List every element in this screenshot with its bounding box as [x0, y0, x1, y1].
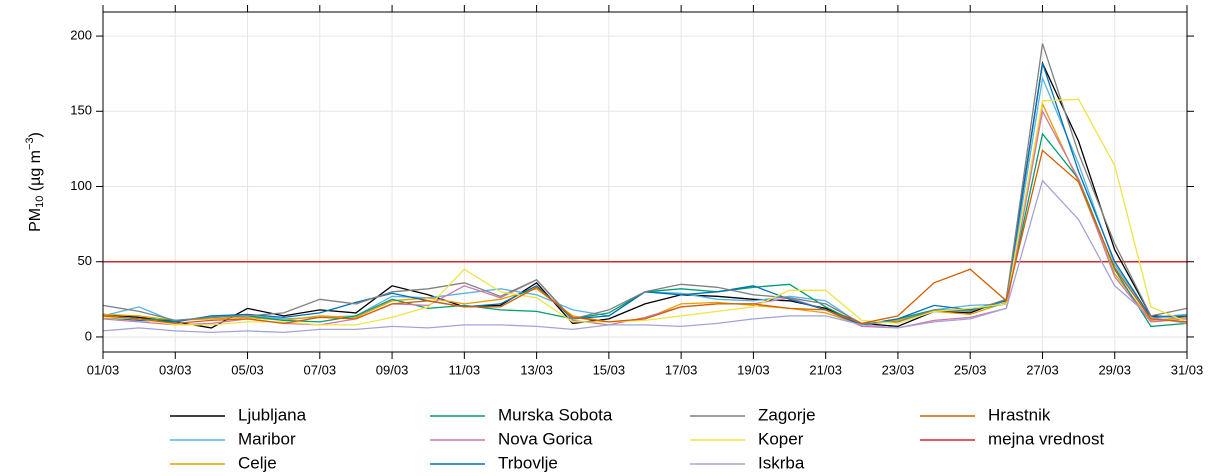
legend-label: Iskrba — [758, 453, 805, 472]
legend-label: Nova Gorica — [498, 429, 593, 448]
series-line — [102, 60, 1188, 329]
legend-label: Koper — [758, 429, 804, 448]
x-tick-label: 21/03 — [809, 362, 842, 377]
legend-label: Trbovlje — [498, 453, 558, 472]
x-tick-label: 31/03 — [1171, 362, 1204, 377]
x-tick-label: 11/03 — [449, 362, 481, 377]
x-tick-label: 15/03 — [593, 362, 626, 377]
y-title-sup: −3 — [24, 137, 36, 150]
legend-label: mejna vrednost — [988, 429, 1105, 448]
legend-label: Ljubljana — [238, 405, 307, 424]
series-line — [102, 98, 1188, 326]
y-tick-label: 50 — [78, 253, 92, 268]
plot-frame — [102, 11, 1188, 353]
y-title-part: PM — [27, 208, 44, 232]
x-tick-label: 17/03 — [665, 362, 698, 377]
x-tick-label: 03/03 — [159, 362, 192, 377]
y-tick-label: 0 — [85, 328, 92, 343]
x-tick-label: 09/03 — [376, 362, 409, 377]
x-tick-label: 25/03 — [954, 362, 987, 377]
legend-label: Murska Sobota — [498, 405, 613, 424]
x-tick-label: 07/03 — [304, 362, 337, 377]
y-tick-label: 150 — [70, 103, 92, 118]
y-axis-title: PM10 (µg m−3) — [24, 132, 46, 232]
x-tick-label: 23/03 — [882, 362, 915, 377]
legend-label: Maribor — [238, 429, 296, 448]
x-tick-label: 13/03 — [520, 362, 553, 377]
x-tick-label: 05/03 — [231, 362, 264, 377]
legend-label: Zagorje — [758, 405, 816, 424]
legend-label: Celje — [238, 453, 277, 472]
series-line — [102, 132, 1188, 328]
x-tick-label: 27/03 — [1026, 362, 1059, 377]
y-tick-label: 200 — [70, 28, 92, 43]
legend-label: Hrastnik — [988, 405, 1051, 424]
x-tick-label: 19/03 — [737, 362, 770, 377]
x-tick-label: 29/03 — [1098, 362, 1131, 377]
y-title-sub: 10 — [34, 196, 46, 208]
series-line — [102, 149, 1188, 325]
y-title-part: ) — [27, 132, 44, 137]
x-tick-label: 01/03 — [87, 362, 120, 377]
series-line — [102, 179, 1188, 334]
y-title-part: (µg m — [27, 150, 44, 196]
y-tick-label: 100 — [70, 178, 92, 193]
